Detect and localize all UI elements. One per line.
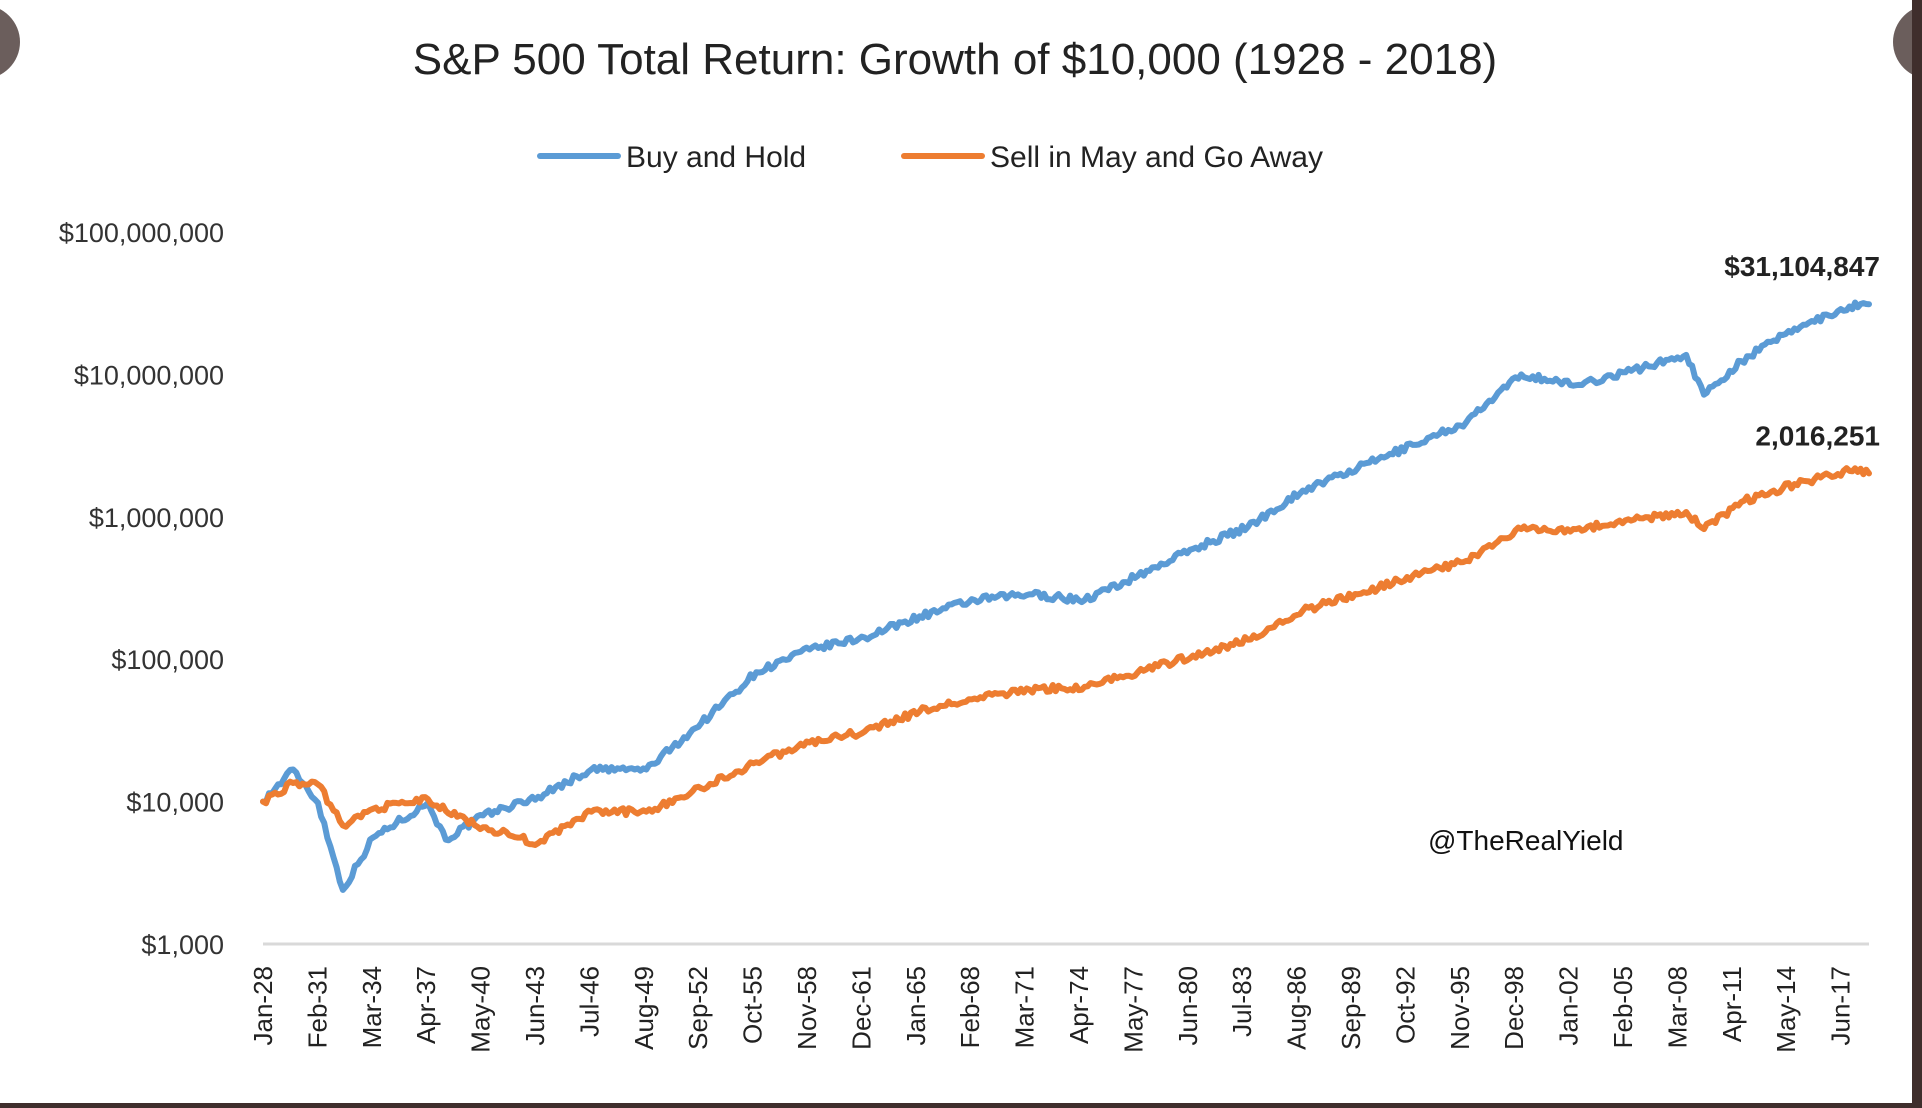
x-tick-label: Dec-98 bbox=[1499, 966, 1529, 1050]
x-tick-label: Mar-71 bbox=[1010, 966, 1040, 1048]
x-tick-label: Nov-58 bbox=[792, 966, 822, 1050]
x-tick-label: Aug-49 bbox=[629, 966, 659, 1050]
y-tick-label: $100,000,000 bbox=[59, 218, 224, 248]
series-line-buy-and-hold bbox=[260, 299, 1872, 893]
x-tick-label: Dec-61 bbox=[846, 966, 876, 1050]
x-tick-label: Mar-34 bbox=[357, 966, 387, 1048]
x-tick-label: Oct-55 bbox=[738, 966, 768, 1044]
x-tick-label: Jun-43 bbox=[520, 966, 550, 1046]
chart-title: S&P 500 Total Return: Growth of $10,000 … bbox=[413, 35, 1497, 84]
y-tick-label: $1,000,000 bbox=[89, 503, 224, 533]
data-labels: $31,104,847 2,016,251 bbox=[1724, 251, 1880, 451]
x-tick-label: Oct-92 bbox=[1390, 966, 1420, 1044]
x-tick-label: Feb-68 bbox=[955, 966, 985, 1048]
x-axis: Jan-28 Feb-31 Mar-34 Apr-37 May-40 Jun-43 Jul-… bbox=[248, 966, 1856, 1053]
legend-label-buy-and-hold: Buy and Hold bbox=[626, 141, 806, 174]
viewer-right-edge bbox=[1912, 0, 1922, 1108]
y-tick-label: $1,000 bbox=[141, 930, 224, 960]
x-tick-label: Feb-05 bbox=[1608, 966, 1638, 1048]
x-tick-label: Jan-28 bbox=[248, 966, 278, 1046]
series-line-sell-in-may bbox=[260, 465, 1872, 848]
x-tick-label: Apr-37 bbox=[411, 966, 441, 1044]
series-layer bbox=[260, 299, 1872, 893]
x-tick-label: Apr-11 bbox=[1717, 966, 1747, 1042]
y-tick-label: $10,000 bbox=[126, 788, 224, 818]
x-tick-label: May-14 bbox=[1771, 966, 1801, 1053]
x-tick-label: Sep-89 bbox=[1336, 966, 1366, 1050]
x-tick-label: Sep-52 bbox=[683, 966, 713, 1050]
y-tick-label: $100,000 bbox=[111, 645, 224, 675]
x-tick-label: Jun-17 bbox=[1826, 966, 1856, 1046]
x-tick-label: Jan-02 bbox=[1554, 966, 1584, 1046]
x-tick-label: Apr-74 bbox=[1064, 966, 1094, 1044]
x-tick-label: Jun-80 bbox=[1173, 966, 1203, 1046]
y-axis: $1,000 $10,000 $100,000 $1,000,000 $10,000,0… bbox=[59, 218, 224, 960]
x-tick-label: Jul-83 bbox=[1227, 966, 1257, 1037]
x-tick-label: May-77 bbox=[1118, 966, 1148, 1053]
x-tick-label: Feb-31 bbox=[302, 966, 332, 1048]
x-tick-label: Jan-65 bbox=[901, 966, 931, 1046]
viewer-bottom-edge bbox=[0, 1103, 1922, 1108]
x-tick-label: Aug-86 bbox=[1282, 966, 1312, 1050]
x-tick-label: Nov-95 bbox=[1445, 966, 1475, 1050]
legend-label-sell-in-may: Sell in May and Go Away bbox=[990, 141, 1323, 174]
x-tick-label: Mar-08 bbox=[1662, 966, 1692, 1048]
previous-image-button[interactable] bbox=[0, 5, 20, 79]
legend: Buy and Hold Sell in May and Go Away bbox=[537, 141, 1323, 174]
y-tick-label: $10,000,000 bbox=[74, 360, 224, 390]
end-value-label: $31,104,847 bbox=[1724, 251, 1880, 282]
x-tick-label: May-40 bbox=[466, 966, 496, 1053]
end-value-label: 2,016,251 bbox=[1755, 420, 1880, 451]
x-tick-label: Jul-46 bbox=[574, 966, 604, 1037]
watermark: @TheRealYield bbox=[1428, 825, 1623, 856]
